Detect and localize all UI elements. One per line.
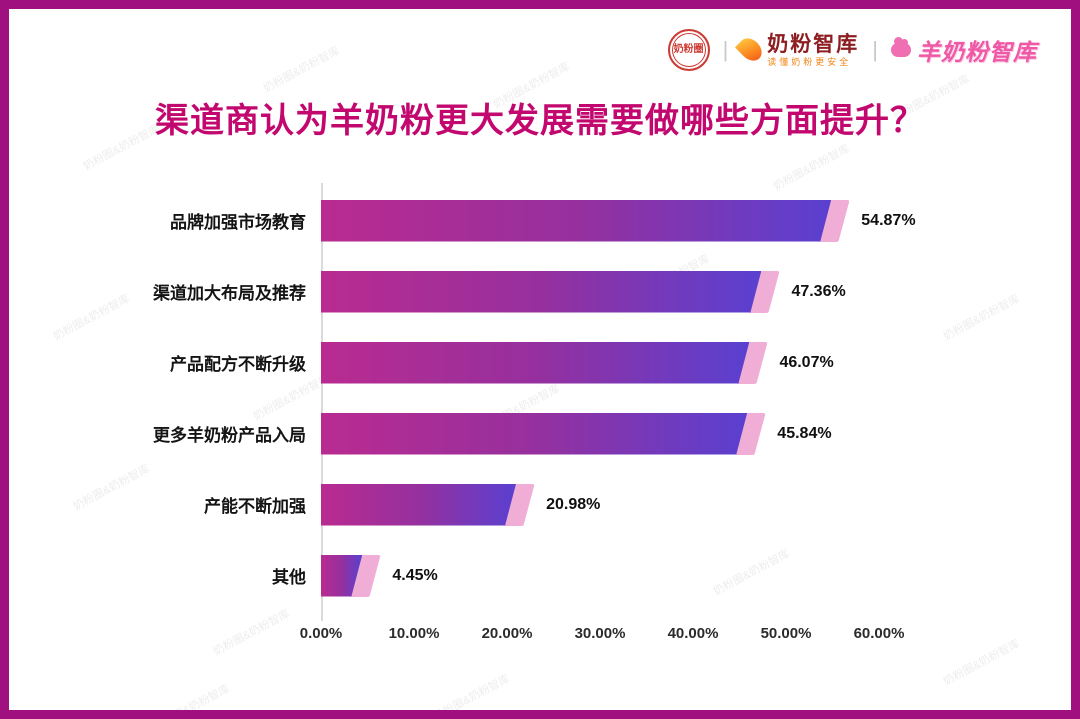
- bar-value-label: 4.45%: [392, 566, 438, 584]
- brand-tagline: 读懂奶粉更安全: [767, 56, 852, 67]
- watermark-text: 奶粉圈&奶粉智库: [51, 292, 132, 343]
- bar-fill: [321, 271, 761, 313]
- naifen-zhiku-logo: 奶粉智库 读懂奶粉更安全: [735, 33, 859, 68]
- naifenquan-seal-logo: 奶粉圈: [667, 29, 710, 71]
- bar-fill: [321, 200, 831, 242]
- bar-row: 品牌加强市场教育 54.87%: [131, 185, 916, 256]
- bar-value-label: 54.87%: [861, 211, 916, 229]
- bar-track: 54.87%: [321, 185, 916, 256]
- bar: [321, 270, 781, 313]
- watermark-text: 奶粉圈&奶粉智库: [941, 292, 1022, 343]
- watermark-text: 奶粉圈&奶粉智库: [431, 672, 512, 710]
- bar-row: 其他 4.45%: [131, 540, 879, 611]
- brand-text: 奶粉智库 读懂奶粉更安全: [767, 33, 859, 68]
- y-axis-line: [321, 183, 323, 621]
- watermark-text: 奶粉圈&奶粉智库: [941, 637, 1022, 688]
- bar: [321, 412, 766, 455]
- category-label: 品牌加强市场教育: [170, 213, 306, 232]
- bar-track: 45.84%: [321, 398, 879, 469]
- bar: [321, 341, 769, 384]
- bar-rows: 品牌加强市场教育 54.87% 渠道加大布局及推荐 47.36% 产品配方不断升级 46.…: [131, 185, 916, 611]
- bar-value-label: 20.98%: [546, 495, 601, 513]
- x-tick-label: 0.00%: [299, 625, 343, 642]
- seal-logo-text: 奶粉圈: [673, 44, 704, 55]
- category-label: 产能不断加强: [204, 497, 306, 516]
- bar-value-label: 46.07%: [779, 353, 834, 371]
- x-axis-ticks: 0.00% 10.00% 20.00% 30.00% 40.00% 50.00% 60.00…: [300, 625, 905, 649]
- logo-divider: |: [722, 37, 729, 62]
- category-label: 其他: [272, 568, 306, 587]
- x-tick-label: 40.00%: [667, 625, 719, 642]
- goat-logo-text: 羊奶粉智库: [917, 39, 1037, 65]
- bar-row: 产品配方不断升级 46.07%: [131, 327, 879, 398]
- bar-fill: [321, 342, 749, 384]
- watermark-text: 奶粉圈&奶粉智库: [151, 682, 232, 710]
- flame-icon: [735, 34, 767, 66]
- logo-divider-2: |: [872, 37, 878, 62]
- bar-row: 渠道加大布局及推荐 47.36%: [131, 256, 879, 327]
- bar-value-label: 47.36%: [791, 282, 846, 300]
- x-tick-label: 10.00%: [388, 625, 440, 642]
- bar-fill: [321, 484, 516, 526]
- watermark-text: 奶粉圈&奶粉智库: [261, 44, 342, 95]
- category-label: 渠道加大布局及推荐: [153, 284, 306, 303]
- bar-track: 46.07%: [321, 327, 879, 398]
- category-label: 产品配方不断升级: [170, 355, 306, 374]
- x-tick-label: 20.00%: [481, 625, 533, 642]
- bar-track: 4.45%: [321, 540, 879, 611]
- bar-fill: [321, 413, 747, 455]
- bar-track: 20.98%: [321, 469, 879, 540]
- bar-row: 产能不断加强 20.98%: [131, 469, 879, 540]
- bar-track: 47.36%: [321, 256, 879, 327]
- x-tick-label: 30.00%: [574, 625, 626, 642]
- cloud-icon: [891, 37, 911, 57]
- brand-name: 奶粉智库: [767, 32, 860, 56]
- goat-zhiku-logo: 羊奶粉智库: [891, 33, 1037, 67]
- bar: [321, 199, 850, 242]
- category-label: 更多羊奶粉产品入局: [153, 426, 306, 445]
- x-tick-label: 60.00%: [853, 625, 905, 642]
- header-logos: 奶粉圈 | 奶粉智库 读懂奶粉更安全 | 羊奶粉智库: [667, 27, 1037, 73]
- x-tick-label: 50.00%: [760, 625, 812, 642]
- bar-chart: 品牌加强市场教育 54.87% 渠道加大布局及推荐 47.36% 产品配方不断升级 46.…: [131, 183, 916, 649]
- chart-title: 渠道商认为羊奶粉更大发展需要做哪些方面提升？: [155, 102, 925, 140]
- bar: [321, 483, 535, 526]
- bar: [321, 554, 382, 597]
- bar-row: 更多羊奶粉产品入局 45.84%: [131, 398, 879, 469]
- bar-value-label: 45.84%: [777, 424, 832, 442]
